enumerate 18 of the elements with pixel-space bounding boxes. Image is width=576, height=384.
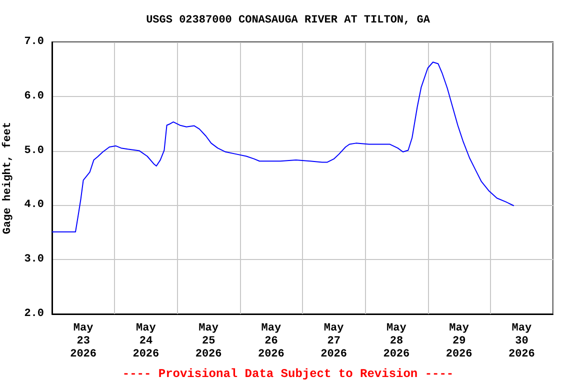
x-tick-label: May 27 2026 [320,322,348,360]
y-tick-label: 4.0 [24,199,44,212]
y-tick-label: 7.0 [24,36,44,48]
x-tick-label: May 29 2026 [446,322,472,360]
y-tick-label: 3.0 [24,254,44,266]
x-tick-label: May 24 2026 [132,322,160,360]
y-tick-label: 6.0 [24,90,44,102]
x-tick-label: May 30 2026 [508,322,535,360]
x-tick-label: May 26 2026 [258,322,284,360]
x-tick-label: May 23 2026 [70,322,97,360]
y-tick-label: 2.0 [24,308,44,320]
y-axis-title: Gage height, feet [0,122,14,234]
x-tick-label: May 28 2026 [383,322,410,360]
y-tick-label: 5.0 [24,144,44,157]
chart-title: USGS 02387000 CONASAUGA RIVER AT TILTON, GA [146,14,430,26]
line-series [52,62,514,232]
text: ---- Provisional Data Subject to Revision ---- [122,367,454,381]
x-tick-label: May 25 2026 [195,322,222,360]
